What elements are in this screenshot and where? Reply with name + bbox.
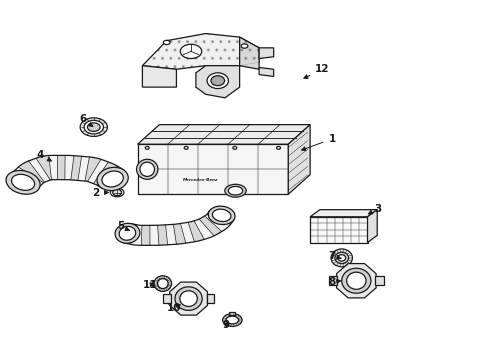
Ellipse shape	[119, 226, 136, 240]
Polygon shape	[10, 172, 39, 190]
Ellipse shape	[341, 268, 370, 293]
Polygon shape	[142, 66, 176, 87]
Ellipse shape	[334, 252, 348, 264]
Ellipse shape	[80, 118, 107, 136]
Text: 7: 7	[327, 251, 341, 261]
Bar	[206, 294, 214, 303]
Ellipse shape	[163, 40, 170, 45]
Polygon shape	[93, 162, 117, 185]
Ellipse shape	[224, 184, 245, 197]
Text: 4: 4	[37, 150, 51, 161]
Ellipse shape	[346, 272, 366, 289]
Ellipse shape	[232, 147, 236, 149]
Polygon shape	[97, 166, 123, 188]
Polygon shape	[71, 156, 81, 180]
Polygon shape	[13, 167, 43, 186]
Polygon shape	[239, 37, 259, 69]
Polygon shape	[336, 264, 375, 298]
Polygon shape	[142, 33, 259, 69]
Ellipse shape	[84, 120, 103, 134]
Polygon shape	[309, 210, 376, 217]
Ellipse shape	[184, 147, 188, 149]
Polygon shape	[157, 225, 167, 245]
Ellipse shape	[276, 147, 280, 149]
Polygon shape	[259, 67, 273, 76]
Polygon shape	[199, 216, 221, 236]
Ellipse shape	[97, 167, 128, 190]
Polygon shape	[137, 125, 309, 144]
Ellipse shape	[180, 44, 201, 59]
Ellipse shape	[136, 159, 158, 179]
Polygon shape	[18, 161, 44, 183]
Ellipse shape	[228, 186, 243, 195]
Polygon shape	[287, 125, 309, 194]
Polygon shape	[165, 224, 176, 245]
Ellipse shape	[212, 209, 230, 221]
Polygon shape	[58, 156, 64, 180]
Ellipse shape	[12, 174, 35, 190]
Text: 5: 5	[117, 221, 129, 231]
Polygon shape	[49, 156, 57, 180]
Ellipse shape	[102, 171, 123, 187]
Text: 1: 1	[301, 134, 335, 150]
Ellipse shape	[241, 44, 247, 48]
Ellipse shape	[330, 249, 352, 267]
Ellipse shape	[222, 314, 242, 327]
Ellipse shape	[87, 123, 100, 131]
Ellipse shape	[180, 291, 197, 306]
Ellipse shape	[145, 147, 149, 149]
Text: 9: 9	[222, 320, 229, 330]
Polygon shape	[173, 224, 185, 244]
Text: 6: 6	[79, 114, 93, 126]
Polygon shape	[130, 225, 142, 246]
Text: 3: 3	[368, 203, 381, 214]
Ellipse shape	[208, 206, 235, 225]
Polygon shape	[194, 219, 213, 239]
Text: 2: 2	[92, 188, 108, 198]
Ellipse shape	[337, 255, 345, 261]
Ellipse shape	[154, 276, 171, 292]
Ellipse shape	[206, 73, 228, 89]
Polygon shape	[65, 156, 73, 180]
Polygon shape	[150, 225, 158, 246]
Polygon shape	[141, 225, 149, 246]
Text: 12: 12	[303, 64, 329, 78]
Polygon shape	[85, 157, 100, 181]
Polygon shape	[29, 158, 50, 182]
Text: 11: 11	[142, 280, 157, 290]
Polygon shape	[123, 224, 136, 244]
Polygon shape	[367, 210, 376, 243]
Polygon shape	[180, 222, 194, 243]
Ellipse shape	[225, 316, 238, 324]
Polygon shape	[137, 144, 287, 194]
Polygon shape	[204, 214, 230, 231]
Bar	[374, 276, 383, 285]
Bar	[163, 294, 170, 303]
Ellipse shape	[115, 223, 140, 243]
Bar	[309, 217, 367, 243]
Polygon shape	[196, 66, 239, 98]
Bar	[328, 276, 337, 285]
Polygon shape	[207, 211, 233, 225]
Text: 8: 8	[328, 277, 341, 287]
Polygon shape	[169, 282, 207, 315]
Bar	[229, 312, 235, 315]
Polygon shape	[259, 48, 273, 59]
Polygon shape	[188, 221, 203, 242]
Polygon shape	[36, 156, 52, 180]
Polygon shape	[78, 156, 89, 181]
Polygon shape	[87, 159, 108, 184]
Ellipse shape	[175, 287, 202, 310]
Ellipse shape	[157, 279, 168, 289]
Ellipse shape	[6, 171, 40, 194]
Text: Mercedes-Benz: Mercedes-Benz	[183, 178, 218, 182]
Text: 10: 10	[166, 302, 181, 312]
Ellipse shape	[140, 162, 154, 176]
Ellipse shape	[210, 76, 224, 86]
Ellipse shape	[113, 189, 121, 196]
